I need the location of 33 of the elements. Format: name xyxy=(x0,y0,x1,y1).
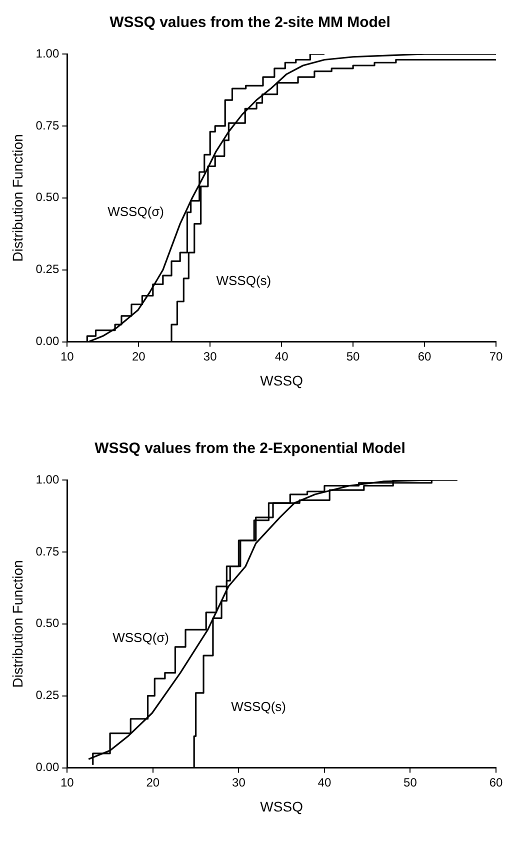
x-tick-label: 40 xyxy=(318,775,332,790)
x-tick-label: 20 xyxy=(132,349,146,364)
y-tick-label: 0.50 xyxy=(36,616,60,630)
x-tick-label: 70 xyxy=(489,349,503,364)
y-tick-label: 1.00 xyxy=(36,46,60,60)
x-tick-label: 50 xyxy=(346,349,360,364)
y-tick-label: 1.00 xyxy=(36,472,60,486)
y-tick-label: 0.75 xyxy=(36,118,60,132)
y-tick-label: 0.75 xyxy=(36,544,60,558)
x-tick-label: 30 xyxy=(232,775,246,790)
y-tick-label: 0.25 xyxy=(36,262,60,276)
y-tick-label: 0.00 xyxy=(36,760,60,774)
x-tick-label: 10 xyxy=(60,775,74,790)
y-tick-label: 0.25 xyxy=(36,688,60,702)
series-label: WSSQ(σ) xyxy=(112,630,170,645)
text: WSSQ(s) xyxy=(216,272,272,288)
x-tick-label: 20 xyxy=(146,775,160,790)
x-tick-label: 10 xyxy=(60,349,74,364)
x-tick-label: 60 xyxy=(418,349,432,364)
x-tick-label: 50 xyxy=(404,775,418,790)
x-tick-label: 30 xyxy=(203,349,218,364)
chart-title: WSSQ values from the 2-site MM Model xyxy=(110,14,390,32)
y-axis-title: Distribution Function xyxy=(9,560,26,688)
x-axis-title: WSSQ xyxy=(260,798,304,814)
y-tick-label: 0.00 xyxy=(36,334,60,348)
text: WSSQ(s) xyxy=(231,698,286,714)
x-tick-label: 40 xyxy=(274,349,289,364)
chart-title: WSSQ values from the 2-Exponential Model xyxy=(94,440,406,458)
y-tick-label: 0.50 xyxy=(36,190,60,204)
series-label: WSSQ(σ) xyxy=(108,204,164,219)
x-tick-label: 60 xyxy=(489,775,503,790)
x-axis-title: WSSQ xyxy=(260,372,304,388)
y-axis-title: Distribution Function xyxy=(9,134,26,262)
